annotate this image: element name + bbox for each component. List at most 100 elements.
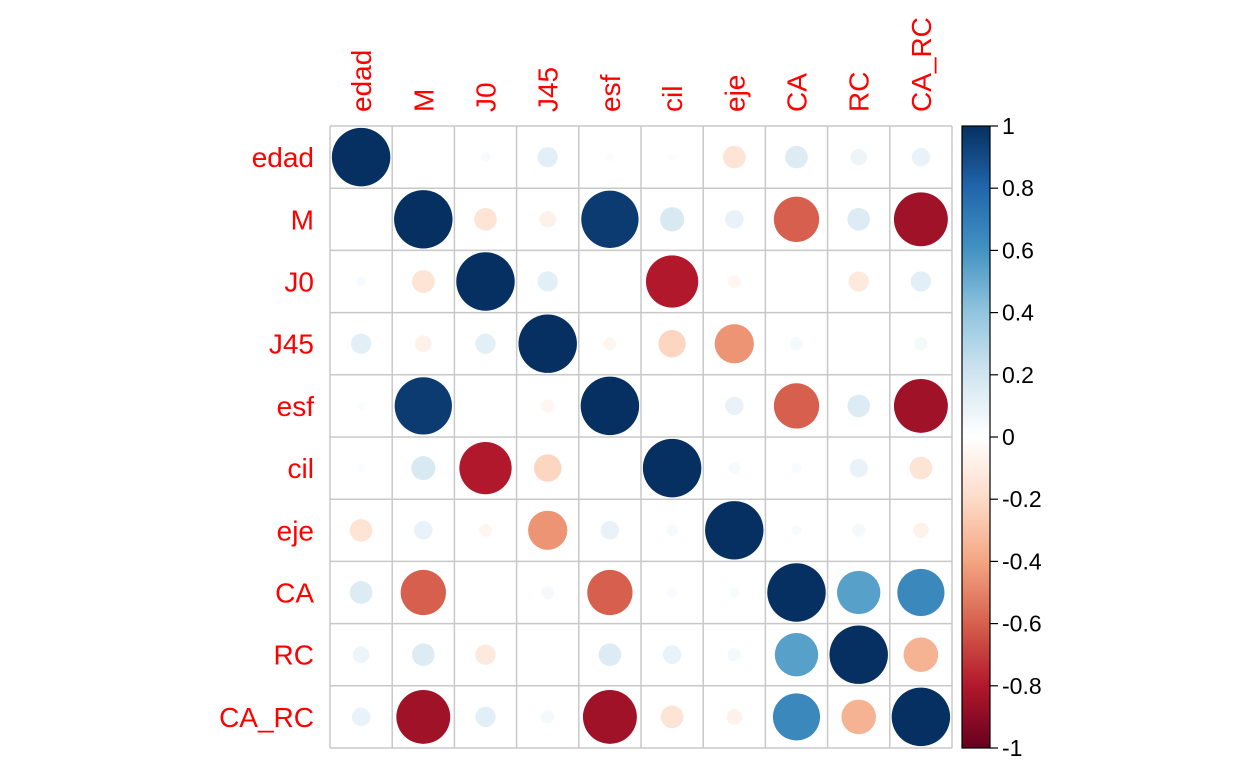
row-label-RC: RC xyxy=(274,640,314,671)
column-label-J0: J0 xyxy=(471,82,502,112)
column-label-J45: J45 xyxy=(533,67,564,112)
correlation-circle-eje-edad xyxy=(349,518,373,542)
correlation-circle-edad-esf xyxy=(605,152,615,162)
row-label-esf: esf xyxy=(277,391,315,422)
row-label-cil: cil xyxy=(288,453,314,484)
correlation-circle-cil-edad xyxy=(356,463,366,473)
correlation-circle-J45-edad xyxy=(350,333,372,354)
correlation-circle-RC-RC xyxy=(829,625,888,684)
correlation-circle-cil-J45 xyxy=(533,454,562,482)
correlation-circle-CA_RC-J45 xyxy=(541,710,555,724)
column-label-esf: esf xyxy=(595,74,626,112)
colorbar-tick-label: -0.8 xyxy=(1002,673,1042,699)
correlation-circle-CA_RC-esf xyxy=(582,689,637,744)
correlation-circle-CA-esf xyxy=(587,569,633,616)
colorbar: 1 0.8 0.6 0.4 0.2 0 -0.2 -0.4 -0.6 -0.8 -1 xyxy=(961,113,1042,761)
correlation-circle-J0-CA_RC xyxy=(910,271,932,292)
correlation-circle-CA-CA_RC xyxy=(897,568,945,617)
correlation-circle-CA-RC xyxy=(837,570,881,615)
correlation-circle-cil-M xyxy=(411,456,436,481)
correlation-circle-CA-edad xyxy=(349,581,373,604)
correlation-circle-J0-J0 xyxy=(456,252,515,311)
correlation-circle-esf-RC xyxy=(847,394,871,418)
correlation-circle-RC-eje xyxy=(727,648,741,662)
column-label-eje: eje xyxy=(719,75,750,112)
row-label-CA_RC: CA_RC xyxy=(219,702,314,733)
correlation-circle-RC-CA_RC xyxy=(903,637,939,672)
correlation-circle-esf-eje xyxy=(725,396,744,416)
correlation-circle-edad-CA xyxy=(785,145,808,169)
correlation-circle-esf-M xyxy=(394,377,452,435)
correlation-circle-edad-eje xyxy=(722,145,746,169)
correlation-circle-edad-edad xyxy=(331,127,391,187)
colorbar-tick-label: 0.2 xyxy=(1002,362,1034,388)
correlation-circle-cil-RC xyxy=(849,458,868,478)
correlation-circle-M-esf xyxy=(581,190,639,248)
correlation-circle-cil-cil xyxy=(642,438,702,498)
correlation-circle-CA-J45 xyxy=(541,585,555,600)
correlation-circle-eje-M xyxy=(414,521,433,540)
correlation-circle-CA_RC-edad xyxy=(351,707,371,727)
correlation-circle-RC-M xyxy=(411,643,435,667)
correlation-circle-M-eje xyxy=(725,210,744,229)
column-label-M: M xyxy=(408,89,439,112)
correlation-circle-esf-CA_RC xyxy=(893,378,948,433)
correlation-circle-edad-J45 xyxy=(537,146,558,168)
correlation-circle-esf-J45 xyxy=(541,399,555,413)
correlation-circle-J45-esf xyxy=(603,337,617,351)
correlation-circle-CA_RC-J0 xyxy=(475,706,496,728)
colorbar-tick-label: 0 xyxy=(1002,424,1015,450)
correlation-circle-J45-CA_RC xyxy=(914,337,928,351)
correlation-circle-edad-RC xyxy=(850,148,867,166)
column-label-RC: RC xyxy=(844,72,875,112)
colorbar-tick-label: -1 xyxy=(1002,735,1022,761)
correlation-circle-J45-M xyxy=(415,335,432,352)
correlation-circle-J0-eje xyxy=(727,274,741,289)
colorbar-tick-label: -0.4 xyxy=(1002,548,1042,574)
correlation-circle-esf-CA xyxy=(773,383,820,429)
correlation-circle-J0-cil xyxy=(645,255,699,308)
correlation-circle-J45-J45 xyxy=(518,314,577,373)
correlation-circle-eje-CA xyxy=(791,525,802,536)
correlation-circle-eje-cil xyxy=(666,524,678,537)
correlation-circle-eje-CA_RC xyxy=(913,522,929,539)
correlation-circle-M-CA xyxy=(773,196,820,242)
column-label-cil: cil xyxy=(657,86,688,112)
correlation-circle-RC-J0 xyxy=(475,644,496,665)
correlation-circle-eje-esf xyxy=(600,521,620,540)
correlation-circle-J45-CA xyxy=(789,337,804,351)
correlation-circle-CA_RC-eje xyxy=(726,709,743,725)
correlation-circle-RC-CA xyxy=(774,633,819,677)
colorbar-tick-label: 0.8 xyxy=(1002,175,1034,201)
correlation-circle-J45-eje xyxy=(714,324,754,364)
row-label-M: M xyxy=(291,204,314,235)
row-label-CA: CA xyxy=(275,578,314,609)
correlation-circle-CA-eje xyxy=(729,587,740,598)
correlation-circle-eje-J0 xyxy=(478,523,493,537)
column-label-CA_RC: CA_RC xyxy=(906,17,937,112)
correlation-circle-CA_RC-CA xyxy=(772,693,821,741)
row-label-J45: J45 xyxy=(269,329,314,360)
correlation-circle-cil-J0 xyxy=(459,441,512,495)
correlation-circle-M-CA_RC xyxy=(893,192,948,247)
correlation-circle-eje-J45 xyxy=(528,510,568,550)
correlation-circle-J0-J45 xyxy=(537,271,558,292)
correlation-circle-esf-esf xyxy=(580,376,640,436)
correlation-circles xyxy=(331,127,951,747)
correlation-circle-M-J45 xyxy=(539,211,556,228)
correlation-circle-eje-RC xyxy=(852,523,866,537)
correlation-circle-M-cil xyxy=(660,207,685,232)
correlation-circle-RC-cil xyxy=(662,645,682,664)
correlation-circle-J45-J0 xyxy=(475,333,496,354)
row-label-J0: J0 xyxy=(284,267,314,298)
correlation-circle-RC-esf xyxy=(598,643,622,667)
colorbar-tick-label: -0.6 xyxy=(1002,611,1042,637)
correlation-circle-J0-RC xyxy=(848,271,869,292)
matrix-grid xyxy=(329,125,953,749)
correlation-circle-CA_RC-M xyxy=(396,689,451,744)
correlation-circle-CA_RC-CA_RC xyxy=(891,687,951,747)
colorbar-tick-label: 1 xyxy=(1002,113,1015,139)
